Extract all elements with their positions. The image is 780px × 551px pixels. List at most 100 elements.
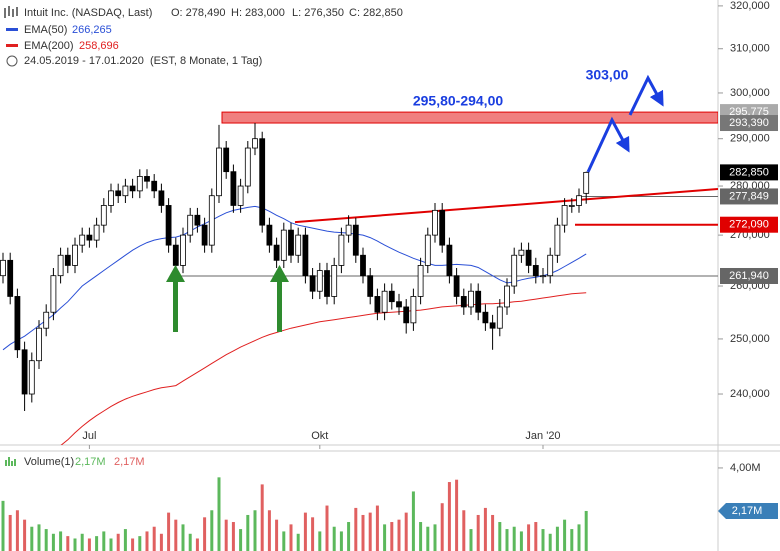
candle-body [345, 224, 352, 236]
candle-body [302, 234, 309, 277]
price-marker [720, 115, 778, 132]
price-marker-label: 277,849 [729, 190, 769, 202]
volume-bar [210, 510, 214, 551]
volume-bar [80, 533, 84, 551]
candle-body [583, 171, 590, 194]
candle-body [360, 254, 366, 277]
candle-body [172, 244, 179, 266]
y-tick-label: 320,000 [730, 0, 770, 12]
volume-bar [426, 526, 430, 551]
candle-body [532, 265, 539, 277]
volume-bar [109, 538, 113, 551]
price-marker-label: 272,090 [729, 219, 769, 231]
volume-bar [411, 491, 415, 551]
candle-body [158, 190, 165, 206]
candle-body [453, 275, 460, 297]
ohlc: C: 282,850 [349, 7, 403, 19]
volume-bar [1, 500, 5, 551]
x-tick-label: Jul [82, 430, 96, 442]
candle-body [187, 214, 194, 236]
volume-bar [203, 517, 207, 551]
volume-legend-value: 2,17M [75, 456, 106, 468]
candle-body [525, 249, 532, 266]
candle-body [122, 185, 129, 197]
volume-legend: Volume(1) [24, 456, 74, 468]
candle-body [108, 190, 114, 206]
candle-body [554, 224, 561, 256]
volume-bar [174, 519, 178, 551]
volume-bar [462, 510, 466, 551]
candle-body [381, 290, 388, 313]
volume-bar [469, 529, 473, 551]
volume-marker [718, 502, 778, 519]
candle-body [504, 285, 510, 308]
volume-bar [483, 507, 487, 551]
volume-bar [577, 524, 581, 551]
trendline [294, 187, 718, 224]
candle-body [86, 234, 93, 241]
candle-body [424, 234, 431, 266]
volume-bar [512, 526, 516, 551]
volume-bar [231, 522, 235, 551]
ohlc: H: 283,000 [231, 7, 285, 19]
volume-bar [476, 514, 480, 551]
x-tick-label: Jan '20 [525, 430, 560, 442]
volume-bar [332, 526, 336, 551]
candle-body [230, 171, 237, 206]
legend-value: 266,265 [72, 24, 112, 36]
candle-body [496, 306, 503, 329]
candle-body [468, 290, 474, 308]
volume-bar [354, 507, 358, 551]
volume-bar [159, 533, 163, 551]
volume-bar [145, 531, 149, 551]
volume-bar [383, 524, 387, 551]
candle-body [165, 205, 172, 246]
candle-body [446, 244, 453, 277]
candle-body [201, 224, 208, 246]
price-marker [720, 164, 778, 181]
candle-body [432, 209, 438, 236]
candle-body [417, 265, 424, 297]
volume-bar [440, 503, 444, 551]
volume-bar [282, 531, 286, 551]
candle-body [511, 254, 518, 287]
y-tick-label: 310,000 [730, 43, 770, 55]
candle-body [352, 224, 359, 256]
date-range: 24.05.2019 - 17.01.2020 [24, 55, 144, 67]
legend-name: EMA(200) [24, 40, 74, 52]
candle-body [223, 147, 230, 173]
volume-icon [5, 457, 16, 466]
volume-bar [498, 522, 502, 551]
volume-bar [375, 505, 379, 551]
candle-body [309, 275, 316, 292]
volume-bar [131, 538, 135, 551]
candle-body [324, 270, 330, 297]
volume-bar [51, 533, 55, 551]
candle-body [0, 259, 6, 277]
candle-body [403, 306, 410, 324]
candle-body [489, 322, 496, 329]
candle-body [410, 296, 417, 324]
volume-bar [433, 524, 437, 551]
candle-body [396, 301, 402, 308]
candle-body [288, 229, 294, 256]
volume-bar [311, 517, 315, 551]
candle-body [100, 205, 107, 226]
volume-bar [548, 533, 552, 551]
candle-body [338, 234, 345, 266]
volume-bar [123, 529, 127, 551]
axis: 240,000250,000260,000270,000280,000290,0… [82, 0, 778, 519]
volume-bar [167, 512, 171, 551]
y-tick-label: 250,000 [730, 333, 770, 345]
volume-bar [534, 522, 538, 551]
candle-body [72, 244, 78, 266]
volume-bar [347, 522, 351, 551]
candle-body [244, 147, 251, 187]
legend-value: 258,696 [79, 40, 119, 52]
volume-bar [37, 524, 41, 551]
volume-bar [275, 519, 279, 551]
target-label: 303,00 [586, 67, 629, 83]
candle-body [518, 249, 525, 256]
candle-body [50, 275, 57, 313]
